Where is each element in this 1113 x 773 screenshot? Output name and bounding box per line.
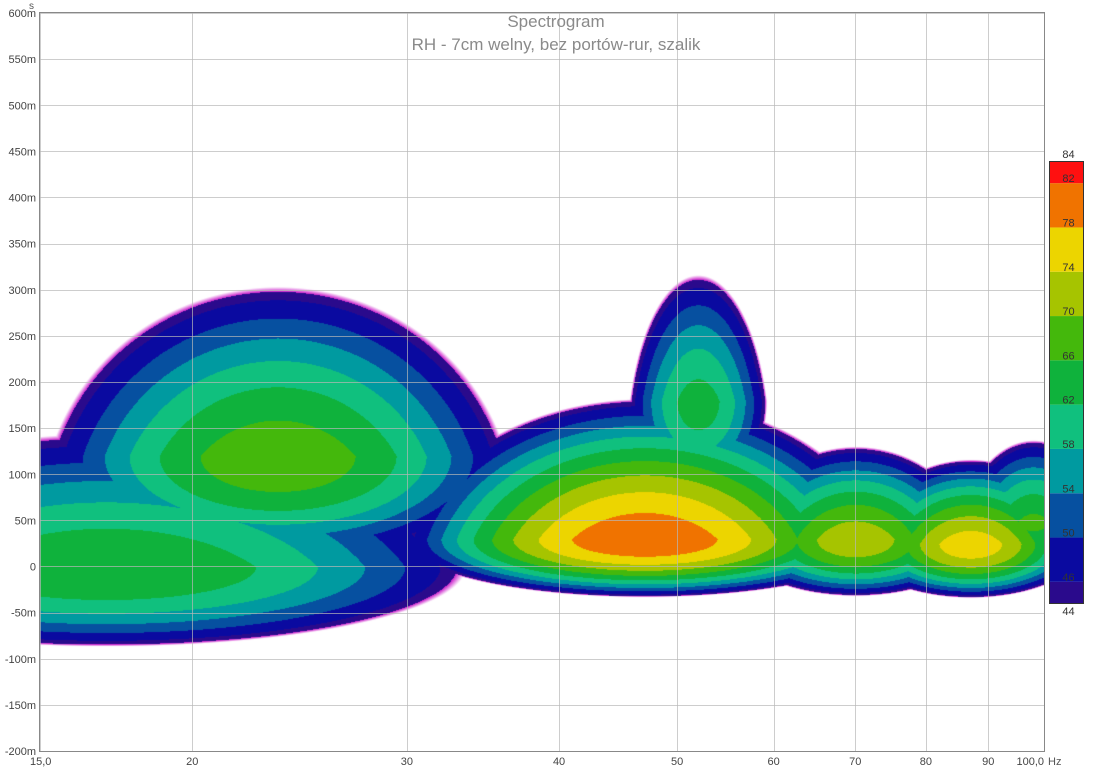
y-tick-label: 400m (8, 193, 36, 205)
y-axis-ticks: 600m 550m 500m 450m 400m 350m 300m 250m 200m 150m… (5, 8, 36, 758)
y-tick-label: 600m (8, 8, 36, 20)
colorbar-tick-label: 74 (1062, 262, 1074, 274)
colorbar-tick-label: 84 (1062, 149, 1074, 161)
colorbar-band (1049, 537, 1084, 582)
colorbar-band (1049, 316, 1084, 361)
grid-lines (40, 13, 1045, 752)
colorbar-frame (1049, 161, 1084, 604)
y-unit-label: s (29, 1, 34, 12)
colorbar-tick-label: 58 (1062, 439, 1074, 451)
y-tick-label: -100m (5, 654, 36, 666)
colorbar-band (1049, 404, 1084, 449)
colorbar-tick-label: 70 (1062, 306, 1074, 318)
y-tick-label: 300m (8, 285, 36, 297)
x-axis-ticks: 15,0 20 30 40 50 60 70 80 90 100,0 (30, 756, 1044, 768)
x-tick-label: 100,0 (1016, 756, 1044, 768)
colorbar-tick-label: 46 (1062, 572, 1074, 584)
x-tick-label: 40 (553, 756, 565, 768)
x-tick-label: 50 (671, 756, 683, 768)
y-tick-label: 450m (8, 146, 36, 158)
chart-subtitle: RH - 7cm welny, bez portów-rur, szalik (412, 35, 701, 54)
colorbar-band (1049, 183, 1084, 228)
y-tick-label: 250m (8, 331, 36, 343)
colorbar-band (1049, 161, 1084, 184)
colorbar-tick-label: 54 (1062, 483, 1074, 495)
colorbar-band (1049, 271, 1084, 317)
y-tick-label: 50m (15, 515, 36, 527)
y-tick-label: -200m (5, 746, 36, 758)
colorbar-legend: 84 82 78 74 70 66 62 58 54 50 46 44 (1049, 149, 1084, 618)
y-tick-label: 100m (8, 469, 36, 481)
x-tick-label: 15,0 (30, 756, 51, 768)
x-unit-label: Hz (1048, 756, 1061, 768)
y-tick-label: -50m (11, 608, 36, 620)
colorbar-tick-label: 78 (1062, 217, 1074, 229)
y-tick-label: 0 (30, 562, 36, 574)
x-tick-label: 90 (982, 756, 994, 768)
x-tick-label: 80 (920, 756, 932, 768)
y-tick-label: -150m (5, 700, 36, 712)
colorbar-band (1049, 360, 1084, 405)
plot-frame (39, 12, 1045, 752)
colorbar-tick-label: 62 (1062, 395, 1074, 407)
y-tick-label: 150m (8, 423, 36, 435)
colorbar-tick-label: 50 (1062, 528, 1074, 540)
colorbar-tick-label: 44 (1062, 606, 1074, 618)
colorbar-band (1049, 227, 1084, 272)
colorbar-tick-label: 82 (1062, 173, 1074, 185)
y-tick-label: 350m (8, 239, 36, 251)
x-tick-label: 70 (849, 756, 861, 768)
colorbar-tick-label: 66 (1062, 350, 1074, 362)
x-tick-label: 60 (768, 756, 780, 768)
x-tick-label: 30 (401, 756, 413, 768)
y-tick-label: 550m (8, 54, 36, 66)
colorbar-band (1049, 448, 1084, 494)
colorbar-band (1049, 581, 1084, 604)
colorbar-band (1049, 493, 1084, 538)
x-tick-label: 20 (186, 756, 198, 768)
y-tick-label: 500m (8, 100, 36, 112)
chart-title: Spectrogram (507, 12, 604, 31)
y-tick-label: 200m (8, 377, 36, 389)
